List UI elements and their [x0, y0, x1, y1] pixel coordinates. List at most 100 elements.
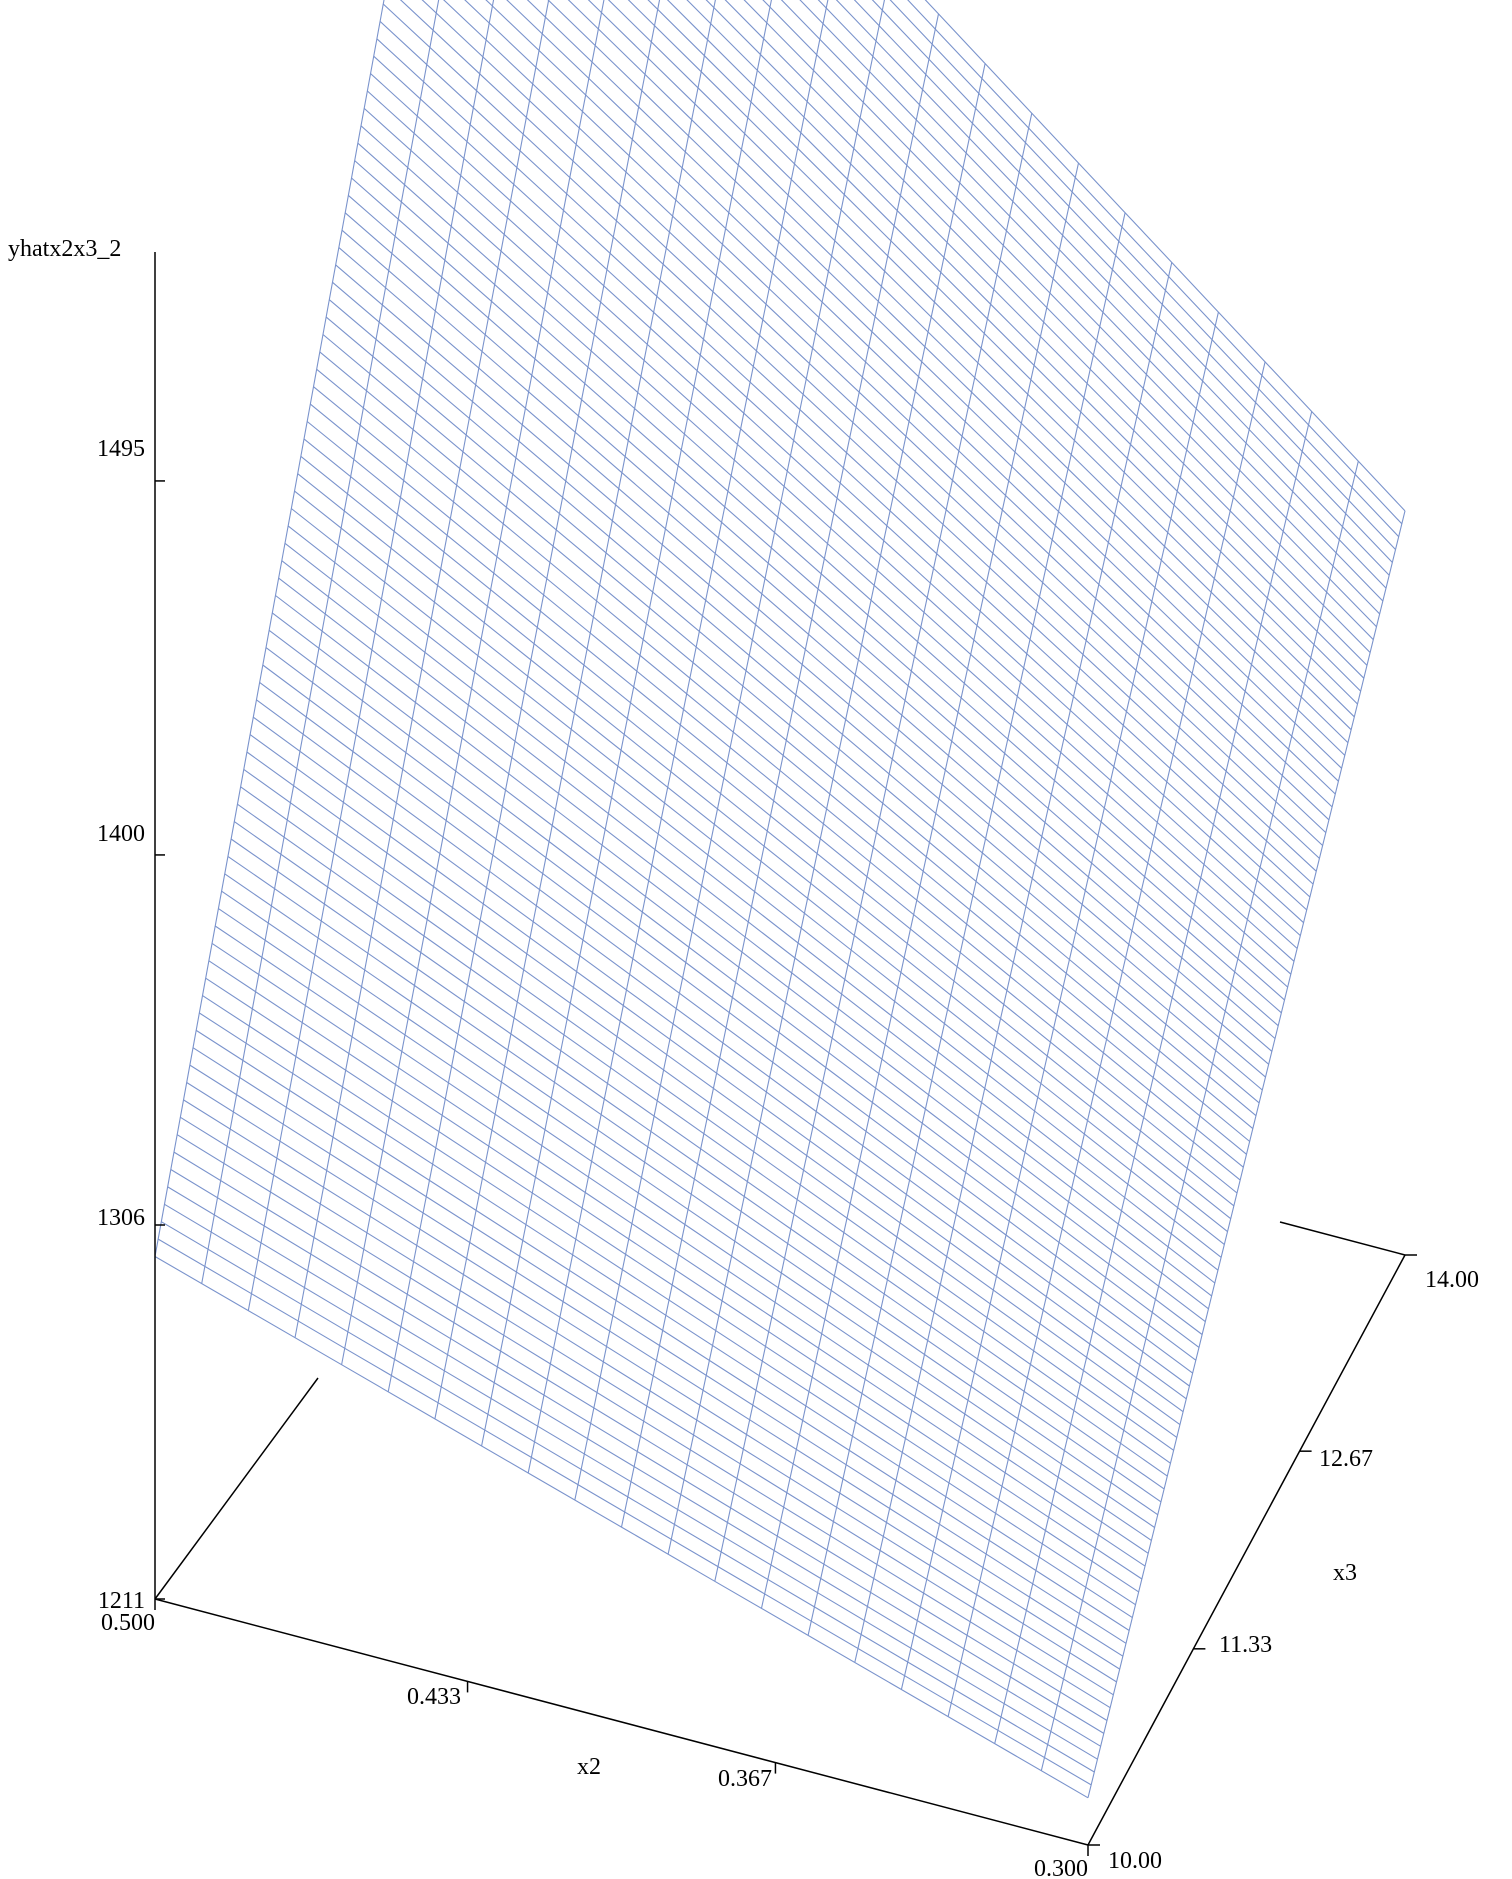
surface-x2-line [647, 0, 1358, 705]
surface-x2-line [526, 0, 1339, 782]
surface-x2-line [506, 0, 1336, 795]
surface-x2-line [666, 0, 1361, 692]
surface-x2-line [370, 73, 1304, 924]
surface-x2-line [357, 142, 1292, 975]
surface-mesh [154, 0, 1406, 1799]
surface-x2-line [379, 20, 1314, 885]
surface-x2-line [186, 1082, 1120, 1670]
surface-x2-line [322, 334, 1257, 1117]
surface-x2-line [607, 0, 1352, 731]
surface-x3-line [294, 0, 550, 1338]
surface-x2-line [300, 455, 1235, 1207]
surface-x2-line [297, 473, 1232, 1220]
surface-x2-line [259, 681, 1193, 1374]
surface-x2-line [354, 160, 1289, 988]
surface-x2-line [907, 0, 1403, 525]
surface-x2-line [743, 0, 1374, 640]
x3-tick-label: 11.33 [1219, 1632, 1272, 1658]
surface-x2-line [173, 1151, 1108, 1721]
surface-x2-line [853, 0, 1393, 563]
surface-x2-line [224, 873, 1159, 1516]
plot-axes [154, 252, 1406, 1846]
z-tick-label: 1495 [97, 436, 145, 462]
surface-x2-line [284, 542, 1219, 1271]
surface-x2-line [294, 490, 1228, 1233]
surface-x2-line [252, 716, 1187, 1400]
surface-x2-line [325, 316, 1260, 1104]
surface-x2-line [338, 247, 1273, 1052]
surface-x2-line [344, 212, 1279, 1027]
surface-x2-line [214, 925, 1149, 1554]
surface-x2-line [281, 560, 1216, 1284]
surface-x2-line [686, 0, 1365, 679]
surface-x2-line [762, 0, 1377, 628]
surface-x2-line [164, 1203, 1098, 1760]
surface-x2-line [376, 38, 1311, 898]
surface-x2-line [237, 803, 1171, 1464]
x2-tick-label: 0.433 [407, 1684, 461, 1710]
surface-x2-line [246, 751, 1181, 1426]
surface-x2-line [211, 942, 1146, 1567]
x2-tick-label: 0.367 [718, 1766, 772, 1792]
surface-x2-line [278, 577, 1212, 1297]
surface-x2-line [382, 3, 1317, 872]
surface-x2-line [167, 1186, 1101, 1747]
surface-x2-line [287, 525, 1222, 1258]
surface-x2-line [199, 1012, 1133, 1619]
x3-tick-label: 14.00 [1425, 1267, 1479, 1293]
surface-x2-line [183, 1099, 1117, 1683]
surface-x2-line [227, 855, 1162, 1503]
surface-x2-line [464, 0, 1330, 821]
x3-tick-label: 10.00 [1108, 1848, 1162, 1874]
surface-x2-line [924, 0, 1406, 512]
surface-x2-line [195, 1029, 1130, 1631]
surface-x2-line [208, 960, 1143, 1580]
surface-x2-line [275, 595, 1209, 1310]
surface-x2-line [547, 0, 1342, 769]
surface-x2-line [202, 995, 1136, 1606]
surface-x2-line [319, 351, 1254, 1130]
surface-x2-line [205, 977, 1140, 1593]
surface-x2-line [587, 0, 1349, 743]
z-tick-label: 1211 [98, 1588, 145, 1614]
surface-x2-line [176, 1134, 1111, 1709]
surface-x3-line [387, 0, 661, 1392]
x2-axis-line [154, 1598, 1089, 1846]
axis-titles: yhatx2x3_2 x2 x3 [8, 236, 1357, 1780]
back-floor-edge-left [154, 1377, 319, 1600]
surface-x2-line [218, 908, 1152, 1541]
surface-x2-line [363, 107, 1298, 949]
z-axis-title: yhatx2x3_2 [8, 236, 121, 262]
surface-x2-line [335, 264, 1270, 1065]
x3-axis-line [1087, 1254, 1406, 1846]
surface-x2-line [233, 821, 1168, 1477]
surface-x2-line [313, 386, 1247, 1155]
x2-tick-label: 0.500 [101, 1610, 155, 1636]
back-floor-edge-right [1279, 1221, 1406, 1256]
x3-tick-label: 12.67 [1319, 1446, 1373, 1472]
z-tick-label: 1400 [97, 821, 145, 847]
surface-x2-line [170, 1169, 1105, 1734]
surface-x2-line [243, 768, 1178, 1438]
surface-x2-line [724, 0, 1371, 653]
surface-x2-line [348, 194, 1282, 1014]
surface-x2-line [871, 0, 1396, 550]
surface-x3-line [201, 0, 440, 1284]
x2-axis-title: x2 [577, 1754, 601, 1780]
surface-x2-line [360, 125, 1295, 962]
surface-x2-line [443, 0, 1327, 834]
surface-x2-line [221, 890, 1155, 1528]
surface-x2-line [303, 438, 1238, 1194]
surface-x2-line [249, 734, 1184, 1413]
x2-tick-label: 0.300 [1034, 1856, 1088, 1879]
tick-labels: 1495 1400 1306 1211 0.500 0.433 0.367 0.… [97, 436, 1479, 1879]
surface-x2-line [328, 299, 1263, 1091]
tick-marks [154, 480, 1417, 1856]
surface-x2-line [240, 786, 1174, 1451]
surface-x2-line [399, 0, 1320, 859]
surface-x2-line [192, 1047, 1127, 1644]
surface-x2-line [817, 0, 1387, 589]
surface-x2-line [627, 0, 1355, 718]
surface-x2-line [256, 699, 1190, 1387]
